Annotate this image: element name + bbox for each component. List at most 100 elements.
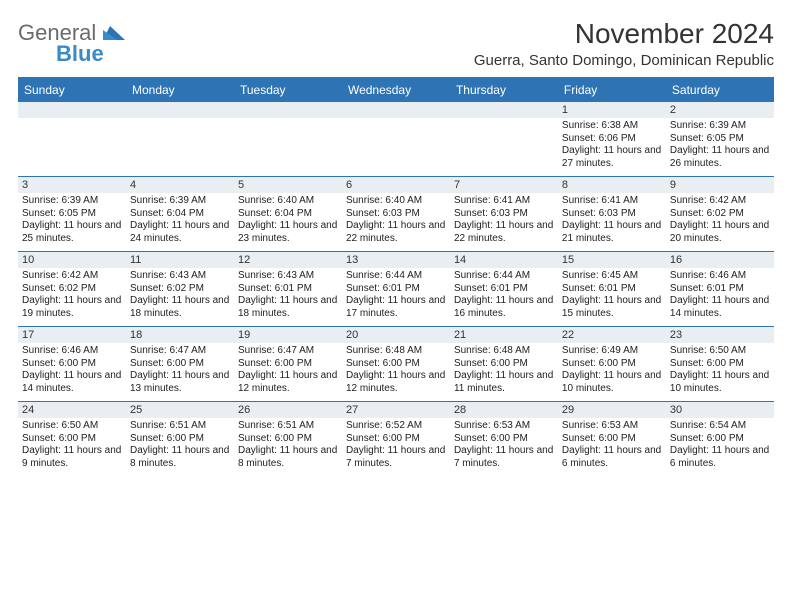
- daylight-text: Daylight: 11 hours and 10 minutes.: [562, 370, 662, 395]
- day-cell: Sunrise: 6:46 AMSunset: 6:01 PMDaylight:…: [666, 268, 774, 326]
- day-number-cell: 21: [450, 326, 558, 343]
- day-number-cell: 17: [18, 326, 126, 343]
- day-cell: Sunrise: 6:42 AMSunset: 6:02 PMDaylight:…: [18, 268, 126, 326]
- daylight-text: Daylight: 11 hours and 24 minutes.: [130, 220, 230, 245]
- daylight-text: Daylight: 11 hours and 7 minutes.: [346, 445, 446, 470]
- daylight-text: Daylight: 11 hours and 13 minutes.: [130, 370, 230, 395]
- sunset-text: Sunset: 6:06 PM: [562, 133, 662, 146]
- day-cell: Sunrise: 6:44 AMSunset: 6:01 PMDaylight:…: [342, 268, 450, 326]
- weekday-header-row: Sunday Monday Tuesday Wednesday Thursday…: [18, 79, 774, 101]
- day-number-cell: 19: [234, 326, 342, 343]
- sunset-text: Sunset: 6:01 PM: [562, 283, 662, 296]
- daylight-text: Daylight: 11 hours and 27 minutes.: [562, 145, 662, 170]
- sunrise-text: Sunrise: 6:40 AM: [346, 195, 446, 208]
- day-cell: Sunrise: 6:53 AMSunset: 6:00 PMDaylight:…: [450, 418, 558, 476]
- sunset-text: Sunset: 6:00 PM: [670, 433, 770, 446]
- sunrise-text: Sunrise: 6:53 AM: [454, 420, 554, 433]
- sunset-text: Sunset: 6:00 PM: [238, 433, 338, 446]
- day-cell: Sunrise: 6:38 AMSunset: 6:06 PMDaylight:…: [558, 118, 666, 176]
- daylight-text: Daylight: 11 hours and 12 minutes.: [346, 370, 446, 395]
- sunrise-text: Sunrise: 6:42 AM: [670, 195, 770, 208]
- sunset-text: Sunset: 6:00 PM: [22, 433, 122, 446]
- sunrise-text: Sunrise: 6:43 AM: [238, 270, 338, 283]
- daylight-text: Daylight: 11 hours and 23 minutes.: [238, 220, 338, 245]
- day-number-cell: 18: [126, 326, 234, 343]
- daynum-row: 12: [18, 101, 774, 118]
- logo-line2: Blue: [18, 43, 125, 65]
- sunset-text: Sunset: 6:00 PM: [562, 358, 662, 371]
- day-cell: Sunrise: 6:40 AMSunset: 6:03 PMDaylight:…: [342, 193, 450, 251]
- day-cell: Sunrise: 6:51 AMSunset: 6:00 PMDaylight:…: [234, 418, 342, 476]
- sunset-text: Sunset: 6:00 PM: [454, 433, 554, 446]
- sunset-text: Sunset: 6:05 PM: [22, 208, 122, 221]
- sunset-text: Sunset: 6:02 PM: [670, 208, 770, 221]
- sunset-text: Sunset: 6:00 PM: [238, 358, 338, 371]
- day-number-cell: 12: [234, 251, 342, 268]
- sunset-text: Sunset: 6:04 PM: [238, 208, 338, 221]
- sunset-text: Sunset: 6:03 PM: [346, 208, 446, 221]
- sunrise-text: Sunrise: 6:39 AM: [22, 195, 122, 208]
- sunset-text: Sunset: 6:00 PM: [130, 433, 230, 446]
- daylight-text: Daylight: 11 hours and 7 minutes.: [454, 445, 554, 470]
- sunrise-text: Sunrise: 6:38 AM: [562, 120, 662, 133]
- daylight-text: Daylight: 11 hours and 26 minutes.: [670, 145, 770, 170]
- page-subtitle: Guerra, Santo Domingo, Dominican Republi…: [474, 52, 774, 69]
- sunrise-text: Sunrise: 6:46 AM: [22, 345, 122, 358]
- sunrise-text: Sunrise: 6:46 AM: [670, 270, 770, 283]
- logo-triangle-icon: [103, 24, 125, 45]
- day-cell: Sunrise: 6:51 AMSunset: 6:00 PMDaylight:…: [126, 418, 234, 476]
- day-cell: Sunrise: 6:41 AMSunset: 6:03 PMDaylight:…: [450, 193, 558, 251]
- day-number-cell: 5: [234, 176, 342, 193]
- weekday-saturday: Saturday: [666, 79, 774, 101]
- daylight-text: Daylight: 11 hours and 15 minutes.: [562, 295, 662, 320]
- weekday-wednesday: Wednesday: [342, 79, 450, 101]
- day-number-cell: 23: [666, 326, 774, 343]
- day-number-cell: 25: [126, 401, 234, 418]
- day-cell: Sunrise: 6:54 AMSunset: 6:00 PMDaylight:…: [666, 418, 774, 476]
- day-cell: Sunrise: 6:42 AMSunset: 6:02 PMDaylight:…: [666, 193, 774, 251]
- day-cell: Sunrise: 6:45 AMSunset: 6:01 PMDaylight:…: [558, 268, 666, 326]
- day-cell: Sunrise: 6:40 AMSunset: 6:04 PMDaylight:…: [234, 193, 342, 251]
- day-cell: [126, 118, 234, 176]
- sunset-text: Sunset: 6:00 PM: [562, 433, 662, 446]
- sunset-text: Sunset: 6:05 PM: [670, 133, 770, 146]
- sunrise-text: Sunrise: 6:44 AM: [454, 270, 554, 283]
- sunrise-text: Sunrise: 6:54 AM: [670, 420, 770, 433]
- calendar-page: General Blue November 2024 Guerra, Santo…: [0, 0, 792, 612]
- daylight-text: Daylight: 11 hours and 14 minutes.: [22, 370, 122, 395]
- day-number-cell: 28: [450, 401, 558, 418]
- day-cell: Sunrise: 6:48 AMSunset: 6:00 PMDaylight:…: [450, 343, 558, 401]
- sunset-text: Sunset: 6:04 PM: [130, 208, 230, 221]
- day-content-row: Sunrise: 6:39 AMSunset: 6:05 PMDaylight:…: [18, 193, 774, 251]
- daylight-text: Daylight: 11 hours and 20 minutes.: [670, 220, 770, 245]
- day-content-row: Sunrise: 6:46 AMSunset: 6:00 PMDaylight:…: [18, 343, 774, 401]
- daynum-row: 24252627282930: [18, 401, 774, 418]
- day-number-cell: 8: [558, 176, 666, 193]
- sunset-text: Sunset: 6:00 PM: [22, 358, 122, 371]
- sunset-text: Sunset: 6:01 PM: [454, 283, 554, 296]
- daylight-text: Daylight: 11 hours and 6 minutes.: [562, 445, 662, 470]
- day-cell: Sunrise: 6:43 AMSunset: 6:02 PMDaylight:…: [126, 268, 234, 326]
- daylight-text: Daylight: 11 hours and 14 minutes.: [670, 295, 770, 320]
- day-cell: Sunrise: 6:44 AMSunset: 6:01 PMDaylight:…: [450, 268, 558, 326]
- daylight-text: Daylight: 11 hours and 17 minutes.: [346, 295, 446, 320]
- day-cell: Sunrise: 6:39 AMSunset: 6:05 PMDaylight:…: [18, 193, 126, 251]
- day-cell: Sunrise: 6:48 AMSunset: 6:00 PMDaylight:…: [342, 343, 450, 401]
- weekday-thursday: Thursday: [450, 79, 558, 101]
- day-number-cell: [18, 101, 126, 118]
- sunrise-text: Sunrise: 6:53 AM: [562, 420, 662, 433]
- sunset-text: Sunset: 6:00 PM: [346, 433, 446, 446]
- sunrise-text: Sunrise: 6:43 AM: [130, 270, 230, 283]
- daylight-text: Daylight: 11 hours and 11 minutes.: [454, 370, 554, 395]
- sunrise-text: Sunrise: 6:47 AM: [238, 345, 338, 358]
- daynum-row: 3456789: [18, 176, 774, 193]
- daylight-text: Daylight: 11 hours and 21 minutes.: [562, 220, 662, 245]
- day-number-cell: 1: [558, 101, 666, 118]
- day-number-cell: 13: [342, 251, 450, 268]
- sunrise-text: Sunrise: 6:50 AM: [670, 345, 770, 358]
- sunrise-text: Sunrise: 6:41 AM: [454, 195, 554, 208]
- daynum-row: 10111213141516: [18, 251, 774, 268]
- sunrise-text: Sunrise: 6:52 AM: [346, 420, 446, 433]
- daylight-text: Daylight: 11 hours and 8 minutes.: [130, 445, 230, 470]
- daylight-text: Daylight: 11 hours and 25 minutes.: [22, 220, 122, 245]
